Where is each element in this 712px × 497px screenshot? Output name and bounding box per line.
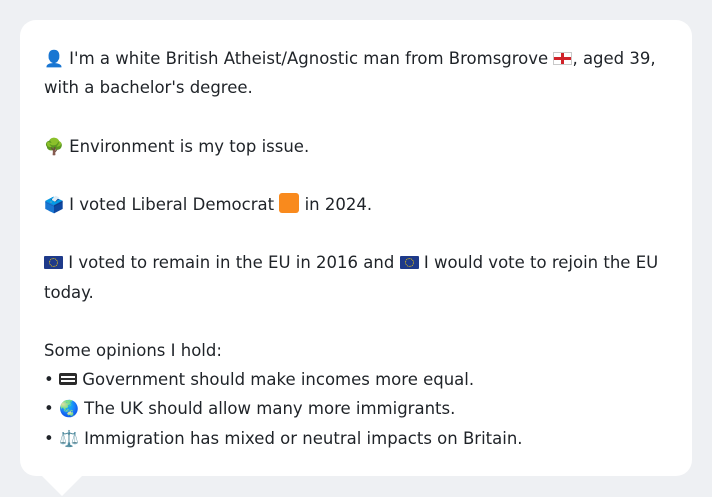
- globe-icon: 🌏: [58, 399, 79, 419]
- bullet: •: [44, 370, 54, 390]
- intro-line-2: with a bachelor's degree.: [44, 78, 253, 98]
- opinions-heading: Some opinions I hold:: [44, 340, 222, 360]
- scales-icon: ⚖️: [58, 428, 79, 448]
- equals-icon: [58, 373, 77, 386]
- opinion-item: • 🌏 The UK should allow many more immigr…: [44, 394, 668, 423]
- tree-icon: 🌳: [44, 136, 64, 156]
- eu-line-1: I voted to remain in the EU in 2016 and …: [44, 248, 668, 277]
- top-issue: 🌳 Environment is my top issue.: [44, 132, 668, 161]
- eu-flag-icon: [399, 256, 419, 270]
- intro-text: I'm a white British Atheist/Agnostic man…: [69, 49, 549, 68]
- eu-remain-text: I voted to remain in the EU in 2016 and: [68, 253, 395, 273]
- top-issue-text: Environment is my top issue.: [69, 136, 310, 156]
- intro-age-text: , aged 39,: [572, 49, 656, 68]
- vote-line: 🗳️ I voted Liberal Democrat in 2024.: [44, 190, 668, 219]
- bullet: •: [44, 428, 54, 448]
- profile-card: 👤 I'm a white British Atheist/Agnostic m…: [20, 20, 692, 476]
- opinion-text: Immigration has mixed or neutral impacts…: [84, 428, 523, 448]
- opinion-text: Government should make incomes more equa…: [82, 370, 475, 390]
- orange-square-icon: [279, 192, 300, 213]
- england-flag-icon: [553, 52, 573, 65]
- bullet: •: [44, 399, 54, 419]
- speech-bubble-tail: [42, 476, 82, 496]
- eu-flag-icon: [44, 256, 63, 270]
- eu-line-2: today.: [44, 282, 94, 302]
- opinion-item: • Government should make incomes more eq…: [44, 365, 668, 394]
- person-icon: 👤: [44, 49, 64, 68]
- vote-text: I voted Liberal Democrat: [69, 194, 275, 214]
- vote-year-text: in 2024.: [304, 194, 373, 214]
- opinion-text: The UK should allow many more immigrants…: [84, 399, 456, 419]
- ballot-box-icon: 🗳️: [44, 194, 64, 214]
- intro-line-1: 👤 I'm a white British Atheist/Agnostic m…: [44, 44, 668, 73]
- opinion-item: • ⚖️ Immigration has mixed or neutral im…: [44, 424, 668, 453]
- eu-rejoin-text: I would vote to rejoin the EU: [423, 253, 659, 273]
